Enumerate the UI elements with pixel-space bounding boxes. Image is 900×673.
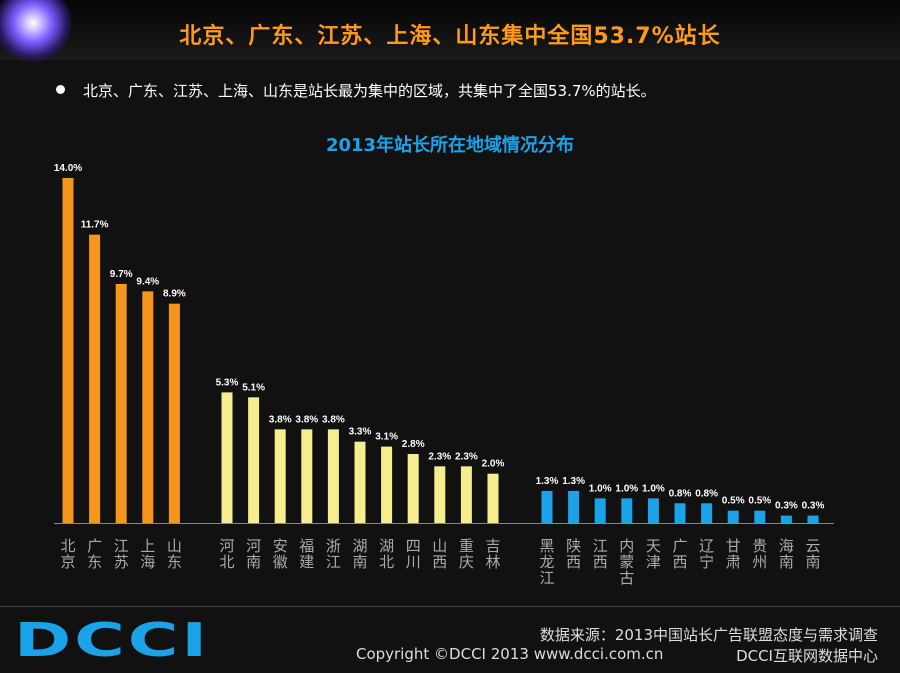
category-label-贵州: 贵州	[752, 537, 767, 571]
bar-陕西	[568, 490, 580, 523]
bar-山东	[168, 303, 180, 523]
summary-bullet: 北京、广东、江苏、上海、山东是站长最为集中的区域，共集中了全国53.7%的站长。	[56, 80, 656, 101]
category-label-甘肃: 甘肃	[726, 537, 741, 571]
category-label-四川: 四川	[406, 537, 421, 571]
data-label-天津: 1.0%	[642, 483, 665, 494]
footer-divider	[0, 606, 900, 607]
data-label-重庆: 2.3%	[455, 451, 478, 462]
bar-浙江	[327, 429, 339, 523]
bar-chart: 14.0% 北京 11.7% 广东 9.7% 江苏 9.4% 上海 8.9% 山东 5.3% 河北 5.…	[54, 163, 834, 587]
bar-四川	[407, 454, 419, 523]
data-label-安徽: 3.8%	[269, 414, 292, 425]
data-label-河北: 5.3%	[216, 377, 239, 388]
category-label-安徽: 安徽	[273, 537, 288, 571]
bar-黑龙江	[541, 490, 553, 523]
copyright: Copyright ©DCCI 2013 www.dcci.com.cn	[356, 645, 664, 663]
category-label-广东: 广东	[87, 537, 102, 571]
bar-福建	[301, 429, 313, 523]
chart-title: 2013年站长所在地域情况分布	[325, 135, 575, 156]
data-label-湖南: 3.3%	[349, 427, 372, 438]
data-label-福建: 3.8%	[295, 414, 318, 425]
data-label-辽宁: 0.8%	[695, 488, 718, 499]
category-label-海南: 海南	[779, 537, 794, 571]
category-label-河北: 河北	[219, 537, 234, 571]
category-label-河南: 河南	[246, 537, 261, 571]
bar-吉林	[487, 473, 499, 523]
data-label-甘肃: 0.5%	[722, 496, 745, 507]
bar-内蒙古	[621, 498, 633, 523]
bar-海南	[780, 515, 792, 523]
bar-贵州	[754, 510, 766, 523]
bar-北京	[62, 178, 74, 523]
bar-重庆	[460, 466, 472, 523]
data-label-上海: 9.4%	[136, 276, 159, 287]
organization: DCCI互联网数据中心	[736, 647, 878, 665]
bar-云南	[807, 515, 819, 523]
logo-text: DCCI	[14, 620, 210, 660]
category-label-上海: 上海	[140, 537, 155, 571]
data-label-广东: 11.7%	[81, 220, 109, 231]
data-label-江西: 1.0%	[589, 483, 612, 494]
data-label-吉林: 2.0%	[482, 459, 505, 470]
data-label-内蒙古: 1.0%	[615, 483, 638, 494]
bar-湖北	[381, 446, 393, 523]
category-label-江苏: 江苏	[114, 537, 129, 571]
bar-江西	[594, 498, 606, 523]
category-label-吉林: 吉林	[485, 537, 500, 571]
data-label-浙江: 3.8%	[322, 414, 345, 425]
data-label-陕西: 1.3%	[562, 476, 585, 487]
bar-上海	[142, 291, 154, 523]
data-label-山西: 2.3%	[428, 451, 451, 462]
summary-text: 北京、广东、江苏、上海、山东是站长最为集中的区域，共集中了全国53.7%的站长。	[83, 82, 656, 100]
bar-辽宁	[701, 503, 713, 523]
category-label-云南: 云南	[805, 537, 820, 571]
data-label-山东: 8.9%	[163, 289, 186, 300]
category-label-黑龙江: 黑龙江	[539, 537, 554, 587]
data-label-河南: 5.1%	[242, 382, 265, 393]
bar-甘肃	[727, 510, 739, 523]
data-label-湖北: 3.1%	[375, 432, 398, 443]
bar-河北	[221, 392, 233, 523]
data-label-海南: 0.3%	[775, 501, 798, 512]
data-label-云南: 0.3%	[802, 501, 825, 512]
category-label-重庆: 重庆	[459, 537, 474, 571]
data-label-四川: 2.8%	[402, 439, 425, 450]
data-label-贵州: 0.5%	[748, 496, 771, 507]
category-label-辽宁: 辽宁	[699, 537, 714, 571]
data-label-黑龙江: 1.3%	[536, 476, 559, 487]
bullet-icon	[56, 85, 65, 94]
dcci-logo: DCCI	[14, 620, 210, 660]
bar-安徽	[274, 429, 286, 523]
category-label-福建: 福建	[299, 537, 314, 571]
bar-天津	[647, 498, 659, 523]
category-label-山西: 山西	[432, 537, 447, 571]
bar-广东	[89, 234, 101, 523]
category-label-天津: 天津	[646, 537, 661, 571]
category-label-北京: 北京	[60, 537, 75, 571]
data-source: 数据来源：2013中国站长广告联盟态度与需求调查	[539, 626, 878, 644]
category-label-江西: 江西	[593, 537, 608, 571]
category-label-山东: 山东	[167, 537, 182, 571]
category-label-湖南: 湖南	[352, 537, 367, 571]
data-label-江苏: 9.7%	[110, 269, 133, 280]
bar-河南	[248, 397, 260, 523]
bar-山西	[434, 466, 446, 523]
bar-江苏	[115, 283, 127, 523]
header-bar: 北京、广东、江苏、上海、山东集中全国53.7%站长	[0, 0, 900, 62]
category-label-内蒙古: 内蒙古	[619, 537, 634, 587]
category-label-湖北: 湖北	[379, 537, 394, 571]
data-label-北京: 14.0%	[54, 163, 82, 174]
page-title: 北京、广东、江苏、上海、山东集中全国53.7%站长	[179, 24, 721, 49]
data-label-广西: 0.8%	[669, 488, 692, 499]
category-label-陕西: 陕西	[566, 537, 581, 571]
category-label-广西: 广西	[672, 537, 687, 571]
category-label-浙江: 浙江	[326, 537, 341, 571]
bar-广西	[674, 503, 686, 523]
bar-湖南	[354, 441, 366, 523]
